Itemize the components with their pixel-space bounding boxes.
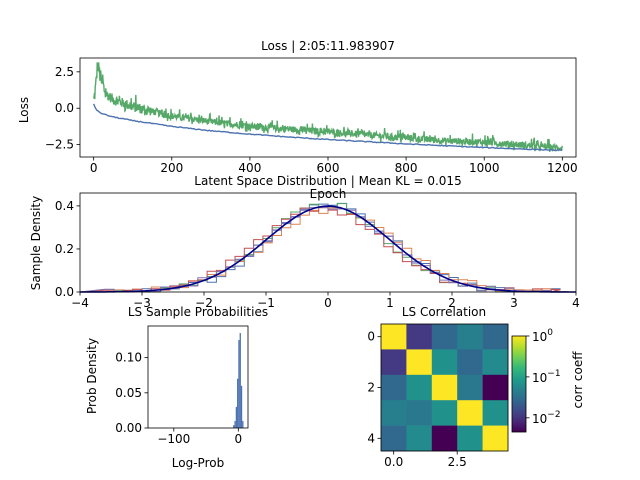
colorbar-tick-exponent: −1 xyxy=(547,369,560,379)
heatmap-cell xyxy=(457,374,483,401)
latent-histogram-2 xyxy=(79,203,561,293)
heatmap-xtick-label: 2.5 xyxy=(448,455,467,469)
heatmap-cell xyxy=(431,425,458,452)
probabilities-ylabel: Prob Density xyxy=(85,338,99,414)
heatmap-cell xyxy=(457,400,483,426)
heatmap-cell xyxy=(482,425,509,452)
loss-xtick-label: 1200 xyxy=(547,161,578,175)
latent-xtick-label: −4 xyxy=(71,296,89,310)
probability-bar xyxy=(239,333,241,428)
heatmap-cell xyxy=(406,400,433,426)
latent-xtick-label: 0 xyxy=(324,296,332,310)
heatmap-cell xyxy=(431,324,458,350)
loss-xtick-label: 200 xyxy=(160,161,183,175)
latent-histogram-4 xyxy=(79,206,561,293)
heatmap-xtick-label: 0.0 xyxy=(384,455,403,469)
heatmap-ytick-label: 4 xyxy=(367,431,375,445)
loss-xtick-label: 1000 xyxy=(469,161,500,175)
heatmap-cell xyxy=(431,374,458,401)
heatmap-cell xyxy=(381,374,407,401)
latent-ytick-label: 0.2 xyxy=(55,242,74,256)
heatmap-cell xyxy=(381,324,407,350)
sample-probabilities-chart: LS Sample Probabilities Log-Prob Prob De… xyxy=(85,305,268,470)
latent-xtick-label: −2 xyxy=(195,296,213,310)
heatmap-cell xyxy=(482,349,509,376)
latent-xtick-label: 2 xyxy=(448,296,456,310)
latent-xtick-label: −3 xyxy=(133,296,151,310)
latent-ytick-label: 0.0 xyxy=(55,285,74,299)
latent-histogram-3 xyxy=(79,207,561,293)
probability-bar xyxy=(242,420,244,428)
colorbar-tick-label: 10−2 xyxy=(532,410,561,426)
probability-bar xyxy=(238,340,240,428)
latent-title: Latent Space Distribution | Mean KL = 0.… xyxy=(194,174,461,188)
heatmap-cell xyxy=(482,324,509,350)
loss-xtick-label: 400 xyxy=(238,161,261,175)
latent-ylabel: Sample Density xyxy=(29,196,43,290)
probabilities-xtick-label: −100 xyxy=(157,432,190,446)
heatmap-cell xyxy=(406,425,433,452)
latent-xtick-label: 1 xyxy=(386,296,394,310)
probability-bar xyxy=(240,385,243,428)
probabilities-ytick-label: 0.00 xyxy=(115,421,142,435)
heatmap-cell xyxy=(406,324,433,350)
probabilities-ytick-label: 0.10 xyxy=(115,351,142,365)
heatmap-ytick-label: 0 xyxy=(367,330,375,344)
latent-xtick-label: 4 xyxy=(572,296,580,310)
probabilities-xtick-label: 0 xyxy=(235,432,243,446)
probabilities-axes-frame xyxy=(147,325,249,429)
loss-xlabel: Epoch xyxy=(310,187,347,201)
heatmap-cell xyxy=(482,400,509,426)
colorbar-tick-exponent: −2 xyxy=(547,410,560,420)
probability-bar xyxy=(235,406,238,428)
loss-axes-frame xyxy=(79,57,577,158)
loss-xtick-label: 600 xyxy=(317,161,340,175)
heatmap-ytick-label: 2 xyxy=(367,381,375,395)
probability-bar xyxy=(233,425,235,428)
loss-ytick-label: 2.5 xyxy=(55,65,74,79)
heatmap-cell xyxy=(381,425,407,452)
heatmap-cell xyxy=(457,349,483,376)
heatmap-cell xyxy=(431,400,458,426)
probabilities-title: LS Sample Probabilities xyxy=(128,305,268,319)
correlation-heatmap: LS Correlation corr coeff 0.0 2.5 0 2 4 100 10… xyxy=(367,305,585,469)
latent-distribution-chart: Latent Space Distribution | Mean KL = 0.… xyxy=(29,174,580,310)
loss-ylabel: Loss xyxy=(17,97,31,123)
colorbar xyxy=(511,335,527,433)
latent-ytick-label: 0.4 xyxy=(55,199,74,213)
loss-train-line xyxy=(93,62,563,153)
latent-xtick-label: 3 xyxy=(510,296,518,310)
heatmap-cell xyxy=(457,324,483,350)
loss-xtick-label: 0 xyxy=(90,161,98,175)
loss-chart: Loss | 2:05:11.983907 Epoch Loss 0 200 400… xyxy=(17,39,578,201)
heatmap-cell xyxy=(381,400,407,426)
probabilities-ytick-label: 0.05 xyxy=(115,386,142,400)
heatmap-cell xyxy=(381,349,407,376)
latent-xtick-label: −1 xyxy=(257,296,275,310)
loss-title: Loss | 2:05:11.983907 xyxy=(261,39,395,53)
colorbar-tick-label: 10−1 xyxy=(532,369,561,385)
colorbar-tick-label: 100 xyxy=(532,328,553,344)
heatmap-cell xyxy=(406,374,433,401)
latent-histogram-1 xyxy=(79,207,561,293)
probabilities-xlabel: Log-Prob xyxy=(172,456,224,470)
colorbar-tick-exponent: 0 xyxy=(547,328,553,338)
loss-val-line xyxy=(93,103,563,152)
probability-bar xyxy=(234,420,236,428)
correlation-title: LS Correlation xyxy=(402,305,486,319)
heatmap-cell xyxy=(482,374,509,401)
loss-xtick-label: 800 xyxy=(395,161,418,175)
loss-ytick-label: 0.0 xyxy=(55,101,74,115)
colorbar-label: corr coeff xyxy=(571,351,585,409)
probability-bar xyxy=(237,378,239,428)
heatmap-cell xyxy=(457,425,483,452)
loss-ytick-label: −2.5 xyxy=(45,138,74,152)
latent-normal-curve xyxy=(80,205,576,293)
heatmap-cell xyxy=(431,349,458,376)
heatmap-cell xyxy=(406,349,433,376)
latent-histogram-0 xyxy=(80,202,561,293)
